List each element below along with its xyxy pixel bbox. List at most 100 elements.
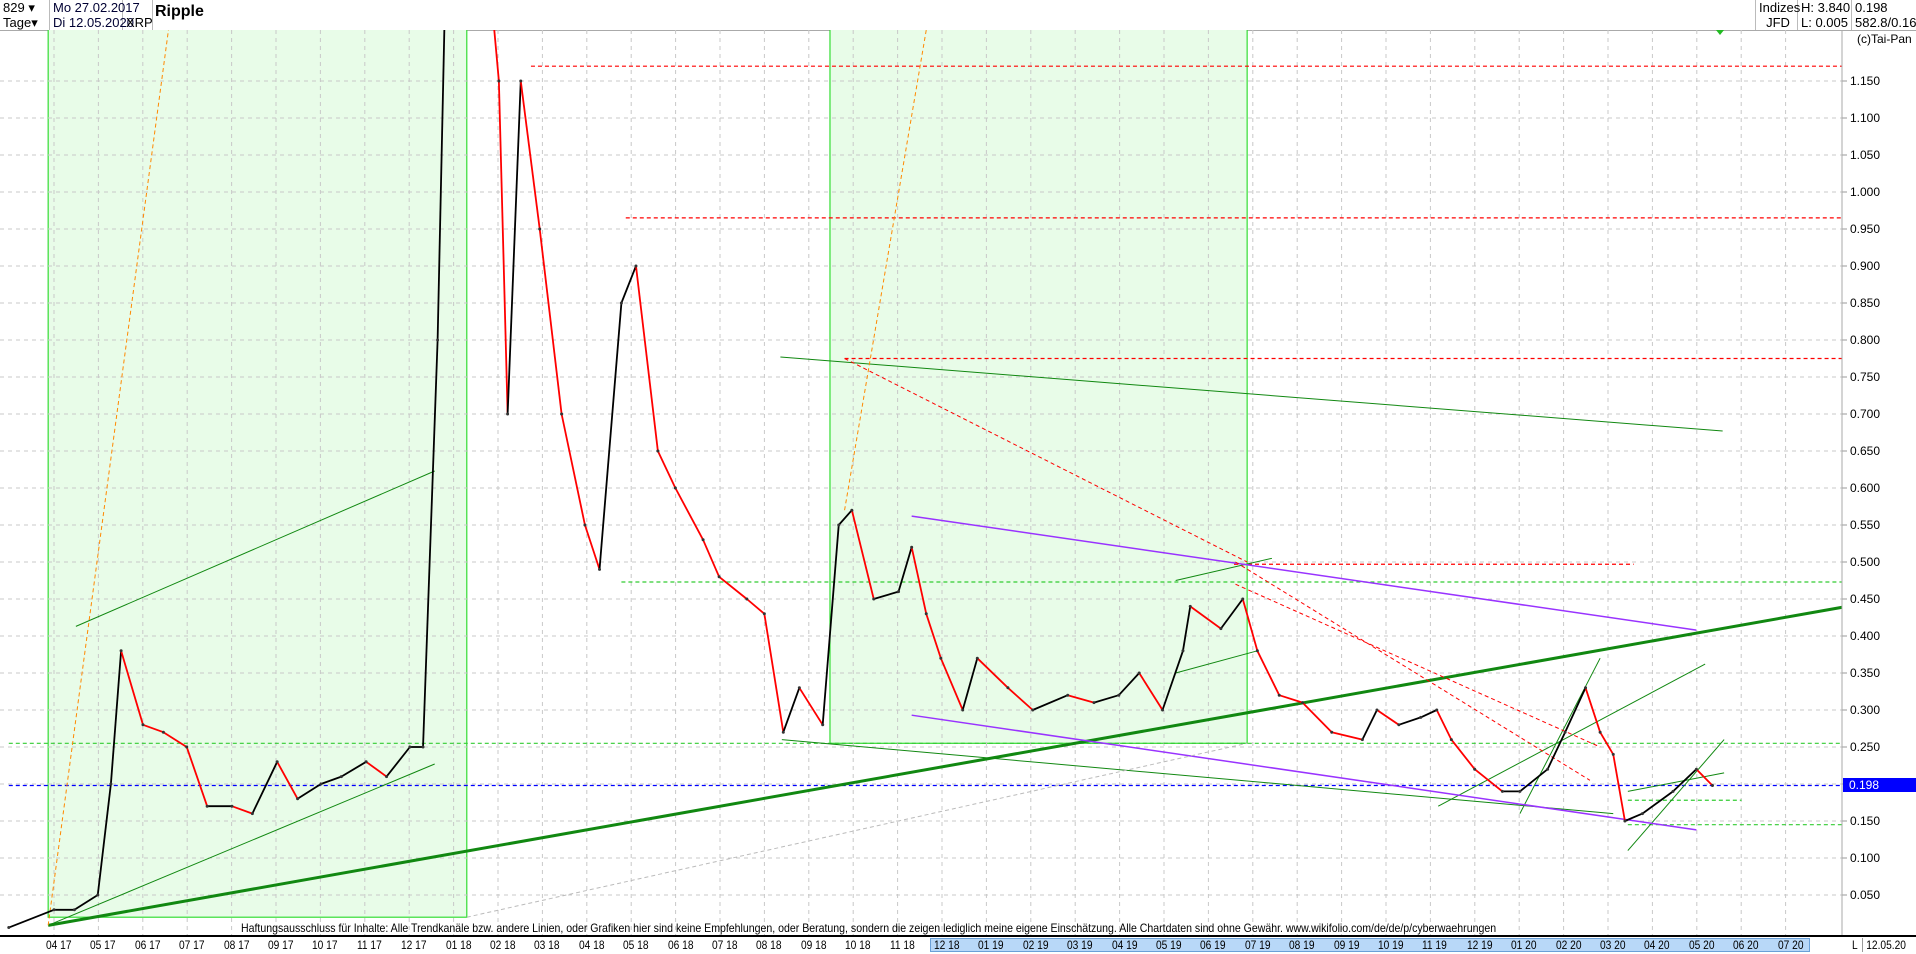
price-segment	[1420, 709, 1438, 719]
price-segment	[1067, 694, 1095, 704]
price-point	[205, 804, 209, 808]
price-segment	[976, 657, 1009, 689]
price-segment	[506, 80, 522, 415]
trend_green-line	[75, 470, 435, 627]
x-tick-label: 10 17	[312, 938, 338, 952]
x-tick-label: 09 17	[268, 938, 294, 952]
price-point	[1066, 693, 1070, 697]
y-tick-label: 0.150	[1850, 814, 1881, 828]
y-tick-label: 0.900	[1850, 259, 1881, 273]
price-segment	[1450, 739, 1476, 770]
x-tick-label: 09 19	[1333, 938, 1360, 952]
price-point	[1277, 693, 1281, 697]
x-tick-label: 06 18	[667, 938, 694, 952]
trend_green-line	[1627, 772, 1725, 792]
scale-mode[interactable]: L	[1852, 938, 1858, 952]
price-segment	[1301, 701, 1333, 733]
x-tick-label: 09 18	[800, 938, 827, 952]
price-segment	[1599, 731, 1615, 755]
count-select[interactable]: 829 ▾ Tage▾	[0, 0, 50, 30]
trend_green-line	[781, 739, 1614, 815]
price-point	[1330, 730, 1334, 734]
price-point	[385, 775, 389, 779]
price-point	[1255, 649, 1259, 653]
x-tick-label: 11 17	[356, 938, 382, 952]
price-point	[897, 590, 901, 594]
x-tick-label: 04 18	[578, 938, 605, 952]
price-segment	[1376, 709, 1400, 726]
price-point	[519, 79, 523, 83]
price-point	[1188, 604, 1192, 608]
x-axis[interactable]: L 12.05.20 04 17 05 17 06 17 07 17 08 17 09 1…	[0, 935, 1916, 954]
price-segment	[185, 746, 209, 807]
price-point	[185, 745, 189, 749]
price-segment	[162, 731, 188, 748]
price-segment	[620, 265, 637, 304]
price-segment	[897, 546, 913, 592]
period-select[interactable]: Tage▾	[3, 15, 49, 30]
y-tick-label: 0.350	[1850, 666, 1881, 680]
x-tick-label: 08 18	[756, 938, 782, 952]
date-from[interactable]: Mo 27.02.2017	[53, 0, 140, 15]
y-tick-label: 0.050	[1850, 888, 1881, 902]
x-tick-label: 03 18	[534, 938, 560, 952]
price-point	[1181, 649, 1185, 653]
price-point	[296, 797, 300, 801]
y-tick-label: 1.050	[1850, 148, 1881, 162]
price-segment	[109, 650, 122, 785]
price-point	[634, 264, 638, 268]
x-tick-label: 01 18	[445, 938, 472, 952]
price-point	[1137, 671, 1141, 675]
x-tick-label: 12 19	[1466, 938, 1493, 952]
price-point	[821, 723, 825, 727]
price-segment	[142, 723, 164, 734]
price-segment	[718, 576, 748, 600]
x-tick-label: 02 18	[490, 938, 516, 952]
price-point	[1435, 708, 1439, 712]
price-segment	[1007, 687, 1034, 711]
price-point	[762, 612, 766, 616]
disclaimer: Haftungsausschluss für Inhalte: Alle Tre…	[241, 921, 1497, 935]
x-tick-label: 04 19	[1111, 938, 1138, 952]
last-price-tag: 0.198	[1843, 778, 1916, 793]
price-point	[497, 79, 501, 83]
x-tick-label: 05 18	[623, 938, 649, 952]
x-tick-label: 11 18	[889, 938, 915, 952]
price-point	[701, 538, 705, 542]
visible-range-highlight[interactable]	[930, 938, 1810, 952]
trend_green-line	[780, 356, 1723, 432]
price-point	[797, 686, 801, 690]
price-point	[421, 745, 425, 749]
price-segment	[763, 613, 785, 733]
price-point	[1500, 789, 1504, 793]
price-segment	[1398, 716, 1422, 726]
price-point	[872, 597, 876, 601]
price-segment	[657, 450, 677, 489]
price-segment	[1695, 768, 1714, 787]
x-tick-label: 06 19	[1200, 938, 1226, 952]
price-chart	[0, 30, 1847, 935]
price-segment	[340, 761, 367, 778]
y-tick-label: 0.950	[1850, 222, 1881, 236]
price-point	[1449, 738, 1453, 742]
chart-title: Ripple	[155, 3, 204, 20]
x-tick-label: 02 19	[1022, 938, 1049, 952]
price-point	[619, 301, 623, 305]
x-tick-label: 11 19	[1422, 938, 1448, 952]
x-tick-label: 12 18	[934, 938, 960, 952]
price-point	[319, 782, 323, 786]
count-value: 829	[3, 0, 25, 15]
price-segment	[1093, 694, 1120, 704]
x-tick-label: 05 17	[90, 938, 116, 952]
price-point	[673, 486, 677, 490]
price-point	[1473, 767, 1477, 771]
price-segment	[385, 746, 411, 778]
price-point	[1598, 730, 1602, 734]
price-point	[250, 812, 254, 816]
x-tick-label: 05 19	[1156, 938, 1182, 952]
trend_green-line	[47, 763, 435, 926]
y-tick-label: 1.150	[1850, 74, 1881, 88]
source: JFD	[1766, 15, 1790, 30]
category: Indizes	[1759, 0, 1801, 15]
date-to[interactable]: Di 12.05.2020	[53, 15, 134, 30]
